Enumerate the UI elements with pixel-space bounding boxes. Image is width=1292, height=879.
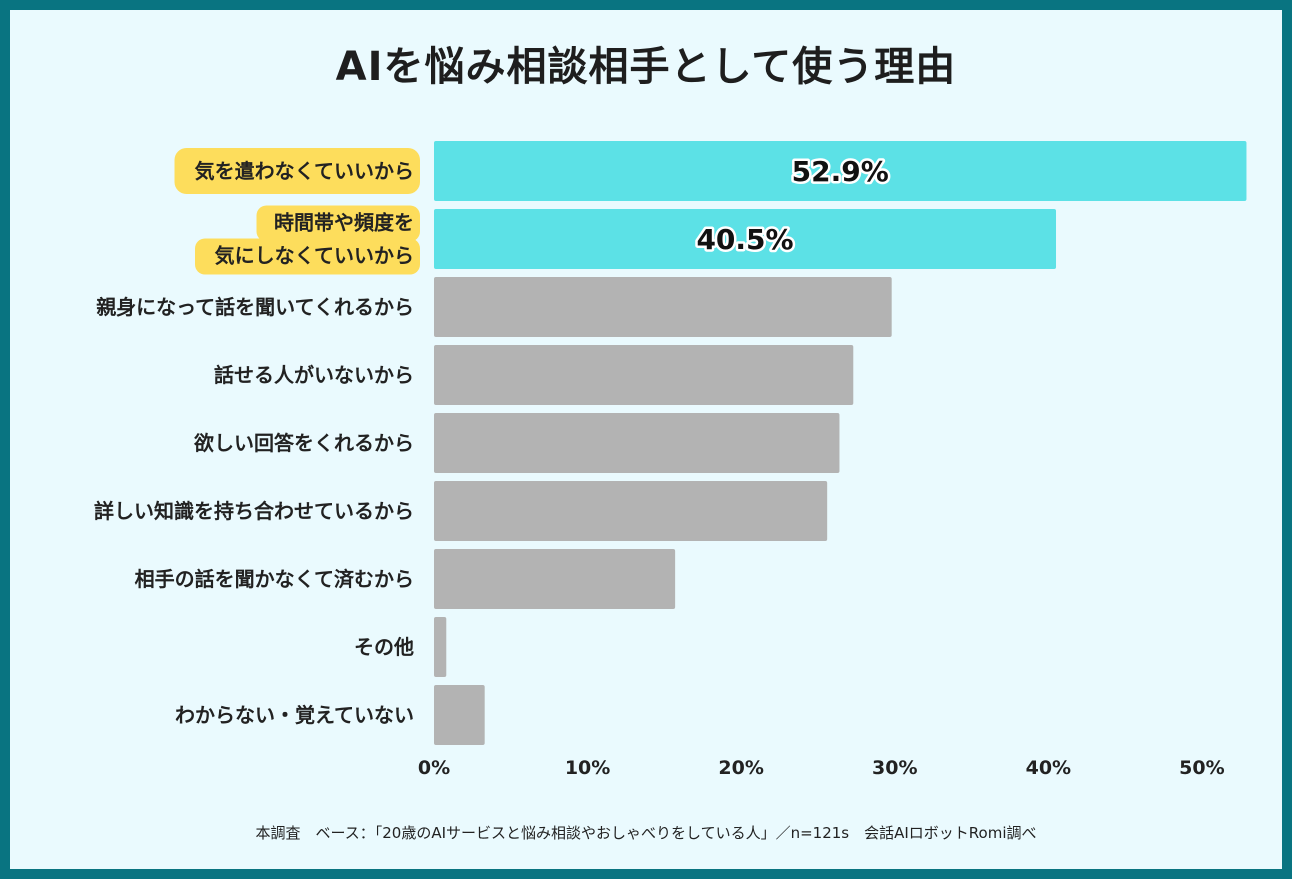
category-label-4: 欲しい回答をくれるから xyxy=(193,431,414,455)
bar-5 xyxy=(434,481,828,541)
bar-2 xyxy=(434,277,892,337)
category-label-8: わからない・覚えていない xyxy=(175,703,414,727)
chart-title: AIを悩み相談相手として使う理由 xyxy=(335,44,957,90)
category-label-1-0: 時間帯や頻度を xyxy=(274,211,414,235)
category-label-7: その他 xyxy=(354,635,414,659)
x-tick-label-3: 30% xyxy=(872,757,917,779)
x-tick-label-0: 0% xyxy=(418,757,450,779)
data-label-1: 40.5% xyxy=(696,223,793,256)
category-label-5: 詳しい知識を持ち合わせているから xyxy=(94,499,414,523)
data-label-0: 52.9% xyxy=(792,155,889,188)
category-label-3: 話せる人がいないから xyxy=(214,363,414,387)
x-tick-label-2: 20% xyxy=(718,757,763,779)
category-label-bg-1-1 xyxy=(195,238,420,275)
category-label-0: 気を遣わなくていいから xyxy=(195,159,414,183)
category-label-1-1: 気にしなくていいから xyxy=(215,244,414,268)
footnote: 本調査 ベース：「20歳のAIサービスと悩み相談やおしゃべりをしている人」／n=… xyxy=(255,824,1037,842)
bar-3 xyxy=(434,345,854,405)
bar-4 xyxy=(434,413,840,473)
category-label-2: 親身になって話を聞いてくれるから xyxy=(96,295,414,319)
x-tick-label-1: 10% xyxy=(565,757,610,779)
bar-8 xyxy=(434,685,485,745)
bar-6 xyxy=(434,549,676,609)
category-label-6: 相手の話を聞かなくて済むから xyxy=(135,567,414,591)
category-label-bg-0 xyxy=(174,148,420,194)
bar-0 xyxy=(434,141,1247,201)
x-tick-label-5: 50% xyxy=(1179,757,1224,779)
bar-7 xyxy=(434,617,447,677)
bar-1 xyxy=(434,209,1057,269)
x-tick-label-4: 40% xyxy=(1026,757,1071,779)
category-label-bg-1-0 xyxy=(256,205,420,242)
